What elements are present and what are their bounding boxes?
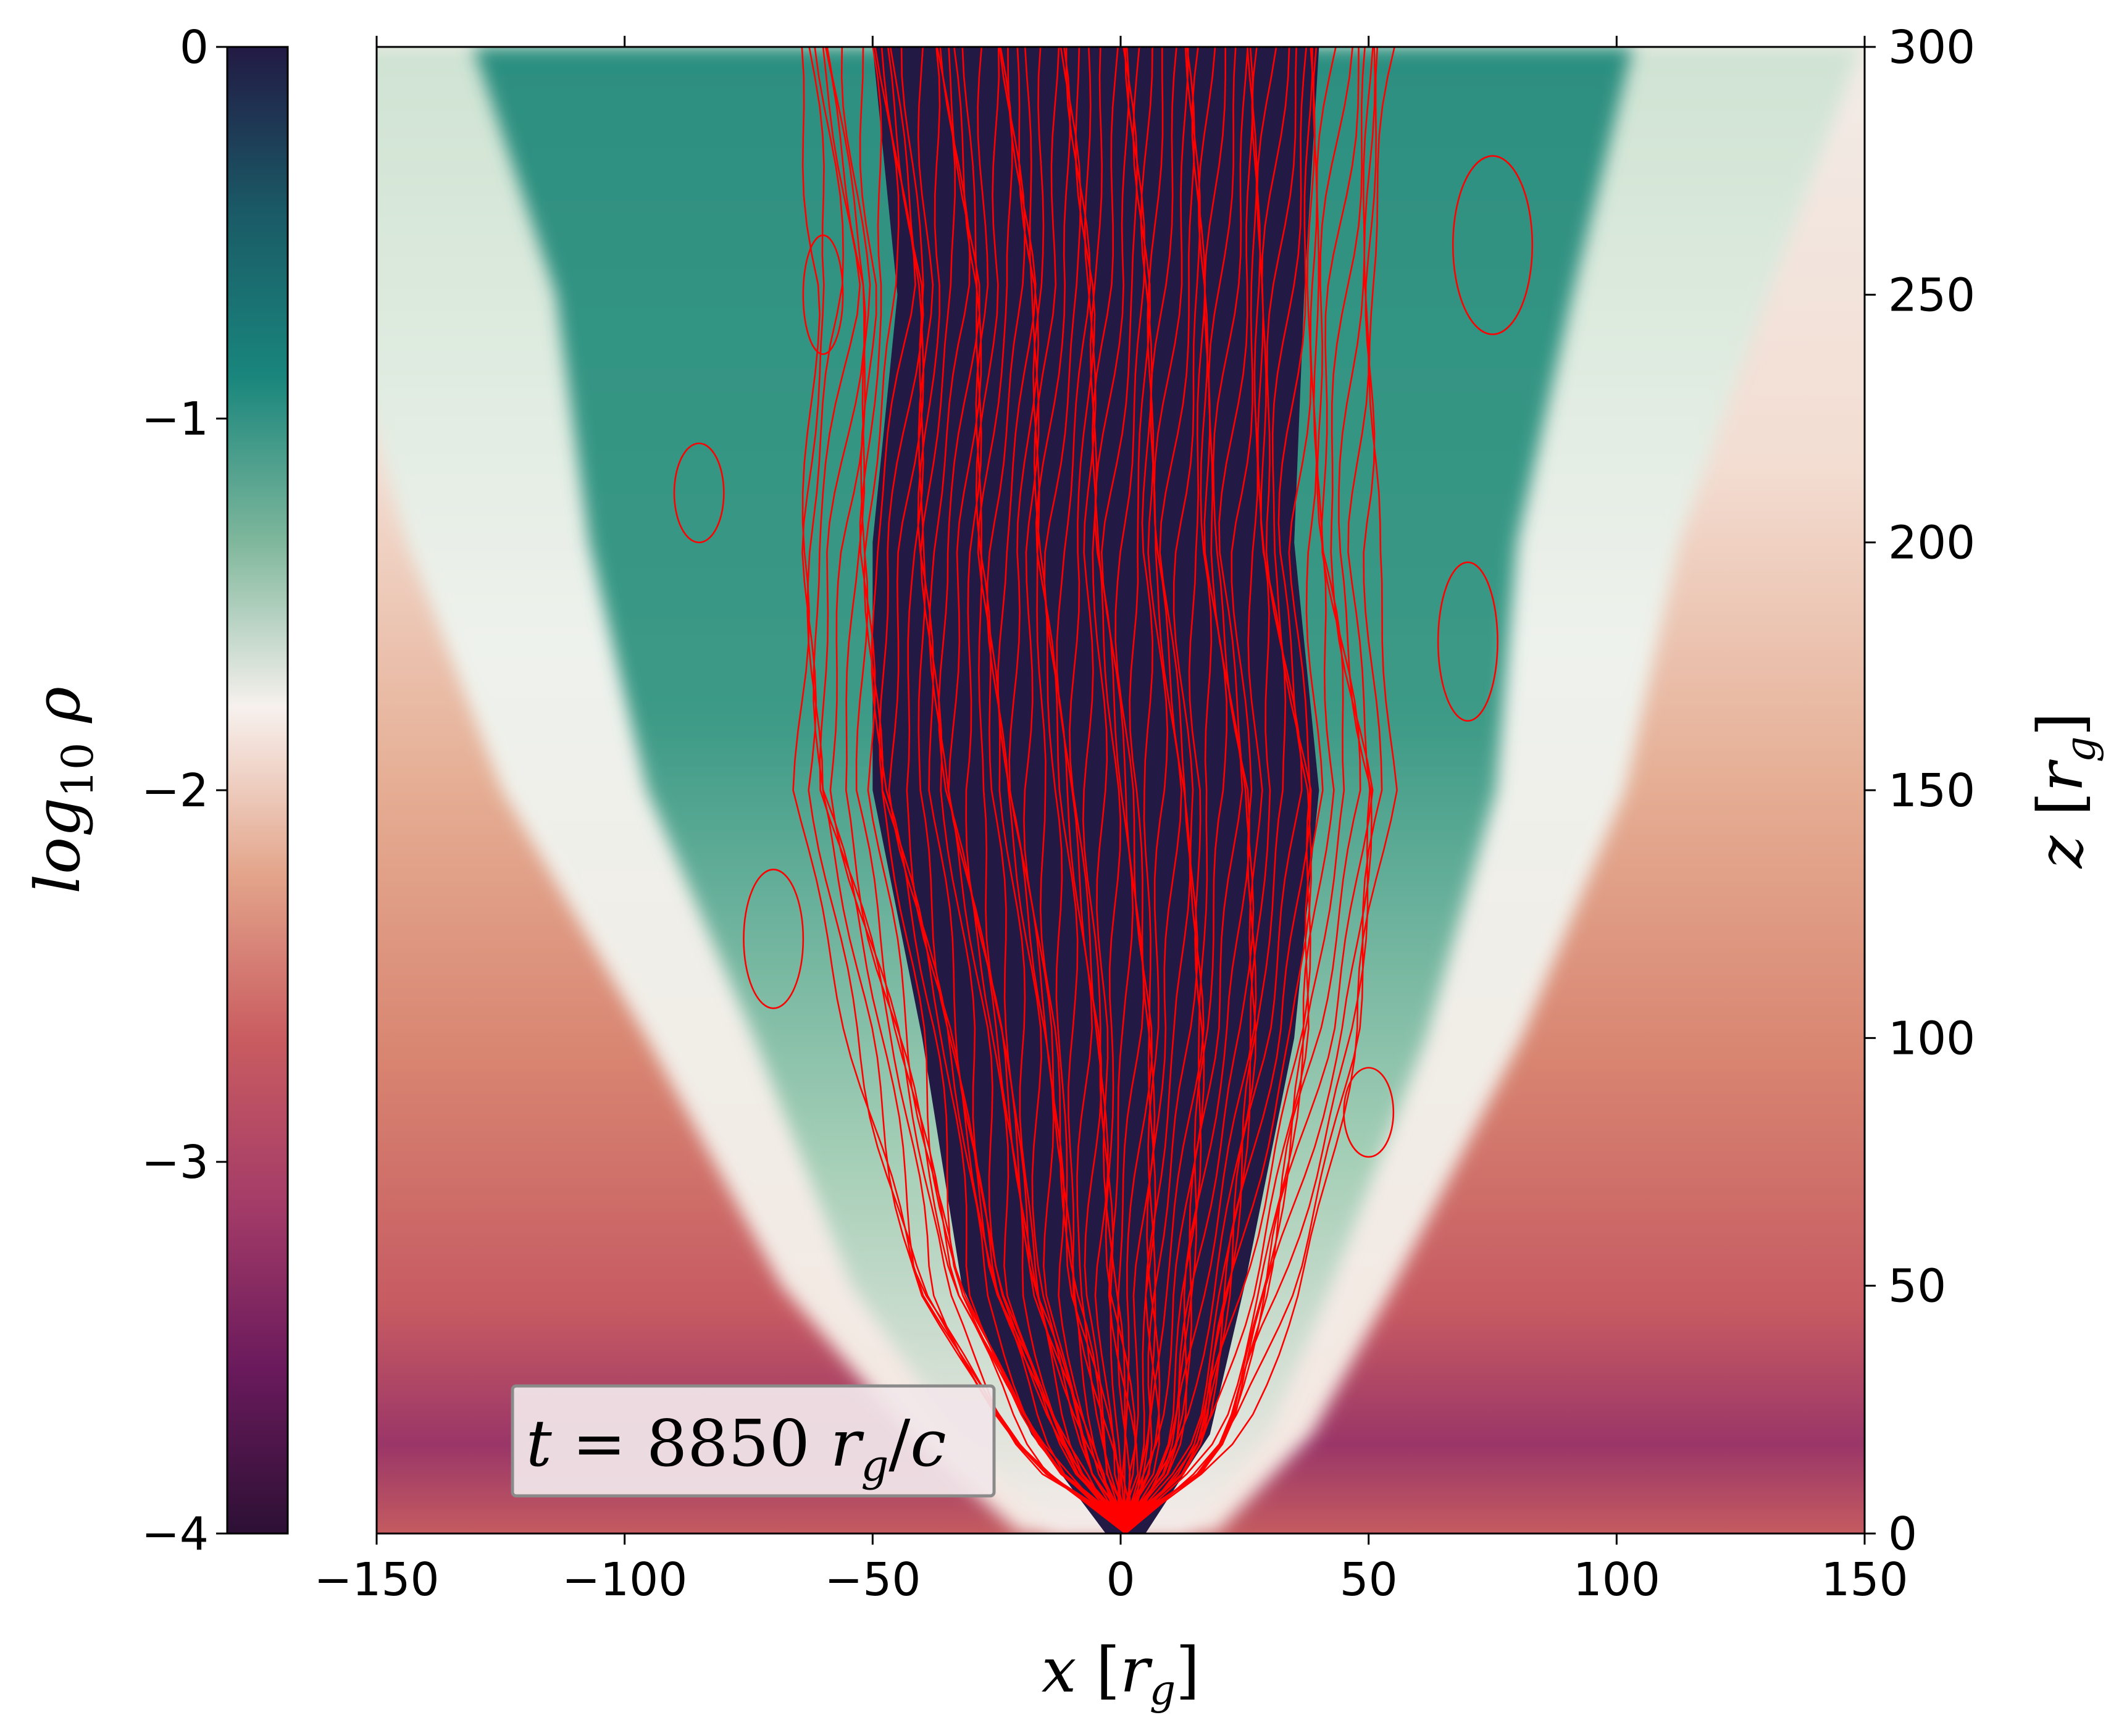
field-loop: [1452, 155, 1534, 335]
field-line: [888, 47, 1126, 1534]
field-line: [792, 47, 1126, 1534]
field-line: [1124, 47, 1156, 1534]
field-line: [1125, 47, 1361, 1534]
field-line: [1082, 47, 1127, 1534]
field-line: [1008, 47, 1127, 1534]
field-line: [1033, 47, 1127, 1534]
field-line: [1124, 47, 1255, 1534]
y-tick-label: 50: [1888, 1260, 1946, 1313]
field-line: [1125, 47, 1383, 1534]
colorbar-tick-label: 0: [180, 21, 209, 74]
field-loop: [802, 234, 844, 355]
field-line: [826, 47, 1126, 1534]
colorbar-tick-label: −4: [141, 1508, 209, 1561]
field-line: [1124, 47, 1227, 1534]
field-line: [975, 47, 1127, 1534]
field-line: [1125, 47, 1374, 1534]
field-line: [1114, 47, 1153, 1534]
x-axis-label: x [rg]: [1042, 1634, 1200, 1714]
field-line: [1094, 47, 1139, 1534]
x-tick-label: 0: [1106, 1553, 1135, 1606]
field-line: [801, 47, 1126, 1534]
field-loop: [1437, 561, 1498, 722]
colorbar-ticks: 0 −1 −2 −3 −4: [141, 21, 227, 1561]
field-line: [1125, 47, 1324, 1534]
colorbar-label: log10 ρ: [22, 686, 103, 894]
y-tick-label: 300: [1888, 21, 1975, 74]
field-line: [1125, 47, 1353, 1534]
y-tick-label: 250: [1888, 269, 1975, 322]
x-tick-label: −50: [824, 1553, 921, 1606]
field-line: [1124, 47, 1182, 1534]
field-line: [1023, 47, 1127, 1534]
field-line: [1124, 47, 1258, 1534]
x-tick-label: −100: [562, 1553, 687, 1606]
field-line: [986, 47, 1127, 1534]
time-label: t = 8850 rg/c: [526, 1406, 947, 1491]
x-ticks: −150 −100 −50 0 50 100 150: [314, 36, 1908, 1606]
field-line: [1043, 47, 1127, 1534]
field-loop: [1343, 1067, 1395, 1158]
field-line: [961, 47, 1127, 1534]
x-tick-label: 100: [1573, 1553, 1660, 1606]
colorbar-tick-label: −1: [141, 393, 209, 446]
field-line: [1124, 47, 1290, 1534]
field-line: [1100, 47, 1145, 1534]
field-line: [977, 47, 1127, 1534]
colorbar-tick-label: −2: [141, 764, 209, 817]
field-loop: [673, 442, 725, 543]
field-line: [975, 47, 1127, 1534]
field-line: [917, 47, 1127, 1534]
y-tick-label: 200: [1888, 517, 1975, 570]
time-annotation: t = 8850 rg/c: [511, 1384, 996, 1498]
y-tick-label: 150: [1888, 764, 1975, 817]
field-line: [1125, 47, 1337, 1534]
field-line: [871, 47, 1126, 1534]
colorbar: [226, 46, 289, 1535]
field-line: [1035, 47, 1127, 1534]
density-map: [377, 47, 1865, 1534]
field-line: [1124, 47, 1250, 1534]
field-line: [1125, 47, 1313, 1534]
field-line: [1032, 47, 1127, 1534]
field-line: [1125, 47, 1398, 1534]
field-line: [813, 47, 1126, 1534]
field-line: [917, 47, 1127, 1534]
field-line: [1089, 47, 1127, 1534]
field-line: [1125, 47, 1316, 1534]
field-line: [1124, 47, 1312, 1534]
x-tick-label: 150: [1821, 1553, 1908, 1606]
x-tick-label: 50: [1340, 1553, 1398, 1606]
field-line: [855, 47, 1126, 1534]
x-tick-label: −150: [314, 1553, 439, 1606]
field-line: [1124, 47, 1205, 1534]
colorbar-tick-label: −3: [141, 1136, 209, 1189]
y-ticks: 0 50 100 150 200 250 300: [1865, 21, 1975, 1561]
field-line: [1124, 47, 1263, 1534]
magnetic-field-lines: [673, 47, 1534, 1534]
field-loop: [743, 869, 805, 1009]
field-line: [938, 47, 1127, 1534]
y-axis-label: z [rg]: [2025, 712, 2104, 869]
y-tick-label: 100: [1888, 1012, 1975, 1065]
y-tick-label: 0: [1888, 1508, 1917, 1561]
field-line: [1124, 47, 1303, 1534]
field-line: [1124, 47, 1198, 1534]
